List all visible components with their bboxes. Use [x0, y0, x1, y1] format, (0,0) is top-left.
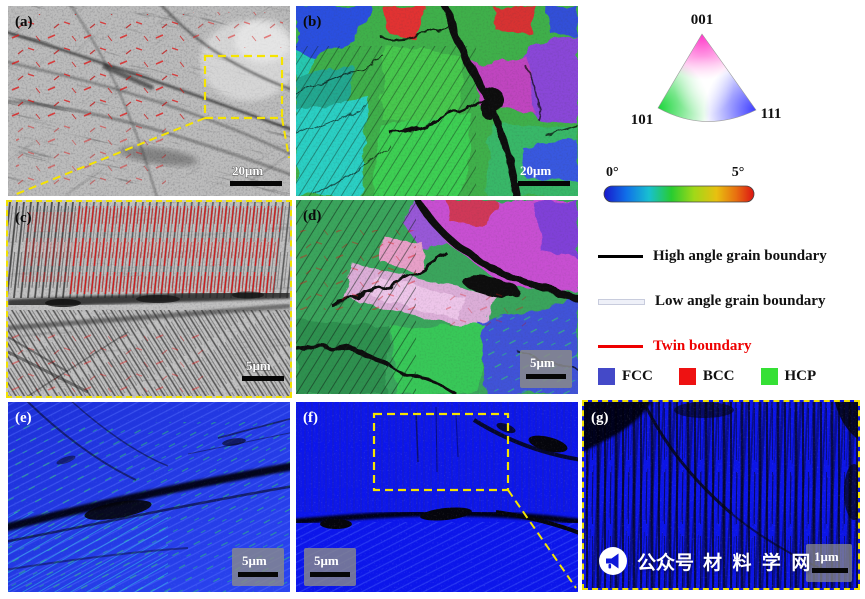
colorbar-min-label: 0°: [606, 165, 619, 180]
panel-e-phase-map: (e) 5μm: [8, 402, 290, 592]
panel-c-image: (c) 5μm: [8, 202, 290, 396]
scale-label: 20μm: [232, 163, 263, 178]
panel-f-image: (f) 5μm: [296, 402, 578, 592]
ipf-color-key: 001 101 111: [631, 12, 782, 128]
scale-bar: 5μm: [232, 548, 284, 586]
panel-a-image: (a) 20μm: [8, 6, 290, 196]
ipf-corner-101: 101: [631, 112, 654, 128]
scale-label: 20μm: [520, 163, 551, 178]
panel-e-image: (e) 5μm: [8, 402, 290, 592]
panel-label: (e): [15, 410, 32, 426]
hcp-label: HCP: [784, 368, 817, 384]
high-angle-line-sample: [598, 254, 643, 259]
scale-bar: 20μm: [230, 163, 282, 186]
panel-label: (g): [591, 410, 609, 426]
panel-c-band-contrast-zoom: (c) 5μm: [6, 200, 292, 398]
panel-label: (a): [15, 14, 33, 30]
phase-fcc: FCC: [598, 368, 653, 385]
colorbar-max-label: 5°: [732, 165, 745, 180]
panel-a-band-contrast: (a) 20μm: [8, 6, 290, 196]
panel-b-ipf-map: (b) 20μm: [296, 6, 578, 196]
phase-legend: FCC BCC HCP: [598, 368, 816, 385]
scale-bar: 5μm: [242, 358, 284, 381]
panel-d-ipf-map-zoom: (d) 5μm: [296, 200, 578, 394]
panel-b-image: (b) 20μm: [296, 6, 578, 196]
twin-boundary-lines: [19, 206, 283, 294]
fcc-label: FCC: [622, 368, 653, 384]
panel-d-image: (d) 5μm: [296, 200, 578, 394]
ipf-corner-111: 111: [761, 106, 782, 122]
twin-line-sample: [598, 345, 643, 348]
fcc-swatch: [598, 368, 615, 385]
scale-bar: 1μm: [806, 544, 852, 582]
zoom-guide-line: [13, 117, 206, 196]
panel-g-phase-map-zoom: (g) 1μm: [582, 400, 860, 590]
scale-label: 5μm: [246, 358, 271, 373]
panel-label: (c): [15, 210, 32, 226]
low-angle-line-sample: [598, 298, 645, 305]
scale-label: 5μm: [314, 553, 339, 568]
megaphone-icon: [599, 547, 627, 575]
panel-label: (b): [303, 14, 321, 30]
scale-bar: 5μm: [304, 548, 356, 586]
twin-label: Twin boundary: [653, 338, 752, 354]
low-angle-label: Low angle grain boundary: [655, 293, 826, 309]
panel-label: (f): [303, 410, 318, 426]
panel-label: (d): [303, 208, 321, 224]
scale-label: 1μm: [814, 549, 839, 564]
watermark: 公众号 材料学网: [598, 546, 821, 576]
legend-low-angle: Low angle grain boundary: [598, 293, 825, 310]
high-angle-label: High angle grain boundary: [653, 248, 827, 264]
bcc-swatch: [678, 368, 696, 385]
scale-label: 5μm: [242, 553, 267, 568]
bcc-label: BCC: [702, 368, 735, 384]
ipf-corner-001: 001: [691, 12, 714, 28]
hcp-swatch: [760, 368, 778, 385]
colorbar-gradient: [603, 185, 755, 203]
twin-boundary-specks: [8, 12, 283, 188]
panel-g-image: (g) 1μm: [584, 402, 858, 588]
zoom-region-box: [203, 54, 284, 120]
watermark-name: 材料学网: [703, 552, 821, 574]
scale-label: 5μm: [530, 355, 555, 370]
phase-hcp: HCP: [760, 368, 817, 385]
scale-bar: 20μm: [518, 163, 570, 186]
watermark-account: 公众号: [637, 552, 695, 574]
legend: 001 101 111 0° 5° High angle grain bound…: [584, 2, 865, 400]
zoom-guide-line: [507, 489, 577, 589]
misorientation-colorbar: 0° 5°: [603, 165, 755, 203]
zoom-guide-line: [281, 117, 290, 159]
legend-twin: Twin boundary: [598, 338, 752, 355]
legend-high-angle: High angle grain boundary: [598, 248, 827, 265]
zoom-region-box: [372, 412, 510, 492]
scale-bar: 5μm: [520, 350, 572, 388]
panel-f-phase-map: (f) 5μm: [296, 402, 578, 592]
phase-bcc: BCC: [678, 368, 735, 385]
